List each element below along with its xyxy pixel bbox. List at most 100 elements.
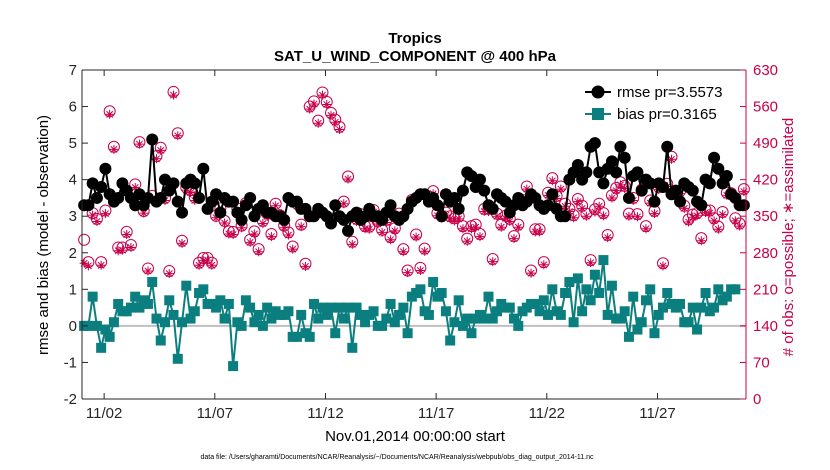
bias-point <box>598 255 609 266</box>
bias-point <box>577 306 588 317</box>
footnote: data file: /Users/gharamti/Documents/NCA… <box>200 454 594 461</box>
rmse-point <box>448 191 461 204</box>
obs-assimilated-point <box>339 199 349 209</box>
obs-assimilated-point <box>220 218 230 228</box>
rmse-point <box>452 202 465 215</box>
rmse-point <box>99 162 112 175</box>
bias-point <box>394 309 405 320</box>
obs-assimilated-point <box>615 180 625 190</box>
bias-point <box>338 313 349 324</box>
bias-point <box>543 309 554 320</box>
obs-assimilated-point <box>249 229 259 239</box>
bias-point <box>304 331 315 342</box>
chart-title: Tropics <box>388 30 441 47</box>
obs-assimilated-point <box>79 258 89 268</box>
rmse-point <box>703 177 716 190</box>
obs-assimilated-point <box>624 211 634 221</box>
bias-point <box>534 306 545 317</box>
obs-assimilated-point <box>658 261 668 271</box>
bias-point <box>181 280 192 291</box>
x-tick-label: 11/17 <box>418 405 454 422</box>
bias-point <box>291 331 302 342</box>
obs-assimilated-point <box>126 243 136 253</box>
bias-point <box>189 306 200 317</box>
bias-point <box>457 320 468 331</box>
rmse-point <box>614 140 627 153</box>
rmse-point <box>171 195 184 208</box>
obs-assimilated-point <box>415 266 425 276</box>
obs-assimilated-point <box>113 246 123 256</box>
obs-assimilated-point <box>173 131 183 141</box>
obs-assimilated-point <box>692 211 702 221</box>
obs-assimilated-point <box>679 203 689 213</box>
bias-point <box>445 335 456 346</box>
obs-assimilated-point <box>509 234 519 244</box>
bias-point <box>675 298 686 309</box>
obs-assimilated-point <box>322 99 332 109</box>
bias-point <box>623 331 634 342</box>
bias-point <box>466 328 477 339</box>
bias-point <box>172 353 183 364</box>
obs-assimilated-point <box>88 210 98 220</box>
obs-assimilated-point <box>254 247 264 257</box>
obs-assimilated-point <box>198 256 208 266</box>
legend-rmse-marker <box>591 85 605 99</box>
obs-assimilated-point <box>718 210 728 220</box>
bias-point <box>640 295 651 306</box>
bias-point <box>504 302 515 313</box>
y-tick-label-left: -2 <box>64 391 77 408</box>
rmse-point <box>571 159 584 172</box>
obs-assimilated-point <box>271 201 281 211</box>
y-tick-label-left: 7 <box>69 62 77 79</box>
obs-assimilated-point <box>513 222 523 232</box>
bias-point <box>615 313 626 324</box>
y-tick-label-right: 210 <box>753 281 778 298</box>
bias-point <box>83 320 94 331</box>
obs-assimilated-point <box>560 201 570 211</box>
obs-assimilated-point <box>573 197 583 207</box>
bias-point <box>215 295 226 306</box>
y-tick-label-left: 6 <box>69 99 77 116</box>
bias-point <box>296 309 307 320</box>
rmse-point <box>167 177 180 190</box>
bias-point <box>177 317 188 328</box>
obs-assimilated-point <box>564 207 574 217</box>
rmse-point <box>384 199 397 212</box>
rmse-point <box>712 162 725 175</box>
obs-assimilated-point <box>735 221 745 231</box>
rmse-point <box>695 199 708 212</box>
obs-assimilated-point <box>194 260 204 270</box>
obs-assimilated-point <box>594 201 604 211</box>
obs-assimilated-point <box>569 213 579 223</box>
bias-point <box>564 277 575 288</box>
bias-point <box>547 284 558 295</box>
obs-assimilated-point <box>300 261 310 271</box>
bias-point <box>483 291 494 302</box>
obs-assimilated-point <box>649 209 659 219</box>
x-tick-label: 11/02 <box>86 405 122 422</box>
bias-point <box>415 284 426 295</box>
obs-assimilated-point <box>164 269 174 279</box>
y-axis-label-left: rmse and bias (model - observation) <box>35 115 52 355</box>
bias-point <box>113 298 124 309</box>
obs-assimilated-point <box>632 212 642 222</box>
bias-point <box>713 284 724 295</box>
bias-point <box>360 317 371 328</box>
bias-point <box>687 302 698 313</box>
rmse-point <box>146 133 159 146</box>
bias-point <box>91 320 102 331</box>
obs-assimilated-point <box>156 145 166 155</box>
legend-box <box>579 78 735 130</box>
rmse-point <box>227 195 240 208</box>
rmse-point <box>197 162 210 175</box>
bias-point <box>283 306 294 317</box>
bias-point <box>509 313 520 324</box>
bias-point <box>343 302 354 313</box>
y-axis-label-right: # of obs: o=possible; ∗=assimilated <box>780 118 797 357</box>
rmse-point <box>674 195 687 208</box>
obs-assimilated-point <box>526 268 536 278</box>
obs-assimilated-point <box>688 212 698 222</box>
bias-point <box>104 331 115 342</box>
obs-assimilated-point <box>211 213 221 223</box>
obs-assimilated-point <box>122 230 132 239</box>
